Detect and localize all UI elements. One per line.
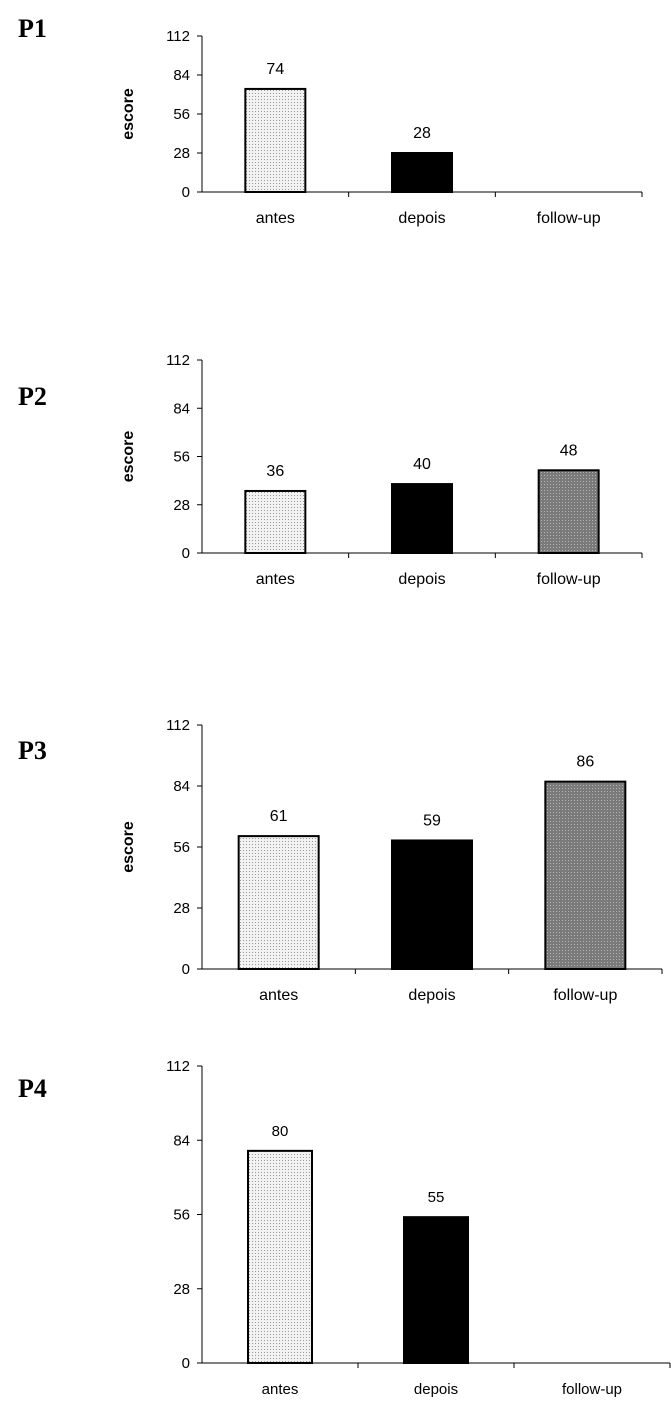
- bar-antes: [244, 489, 307, 554]
- y-tick-label: 84: [173, 1132, 190, 1149]
- y-tick-label: 84: [173, 778, 190, 795]
- data-label: 40: [413, 456, 431, 473]
- x-category-label: antes: [256, 210, 295, 227]
- data-label: 55: [428, 1189, 445, 1206]
- data-label: 80: [272, 1123, 289, 1140]
- y-axis-title: escore: [120, 821, 137, 873]
- x-category-label: follow-up: [553, 987, 617, 1004]
- bar-depois: [391, 152, 453, 193]
- x-category-label: depois: [398, 571, 445, 588]
- bar-antes: [247, 1149, 313, 1364]
- y-tick-label: 112: [166, 1058, 190, 1075]
- y-tick-label: 56: [173, 449, 190, 466]
- y-tick-label: 112: [166, 717, 190, 734]
- bar-antes: [237, 835, 320, 970]
- x-category-label: follow-up: [537, 210, 601, 227]
- bar-chart-p4: 0 28 56 84 112 80 antes 55 depois follow-up: [166, 1058, 671, 1398]
- data-label: 86: [576, 754, 594, 771]
- data-label: 36: [266, 463, 284, 480]
- bar-follow-up: [537, 469, 600, 555]
- y-tick-label: 84: [173, 400, 190, 417]
- panel-label-p3: P3: [18, 736, 47, 765]
- y-tick-label: 28: [173, 900, 190, 917]
- panel-label-p4: P4: [18, 1074, 47, 1103]
- panel-label-p1: P1: [18, 14, 47, 43]
- data-label: 74: [266, 61, 284, 78]
- x-category-label: depois: [414, 1381, 458, 1398]
- x-category-label: antes: [259, 987, 298, 1004]
- x-category-label: antes: [262, 1381, 299, 1398]
- bar-depois: [391, 839, 473, 970]
- y-tick-label: 112: [166, 352, 190, 369]
- y-tick-label: 28: [173, 1281, 190, 1298]
- y-tick-label: 0: [182, 545, 190, 562]
- data-label: 61: [270, 808, 288, 825]
- bar-chart-p1: 0 28 56 84 112 74 antes 28 depois follow-up escore: [120, 28, 643, 227]
- bar-depois: [403, 1216, 469, 1364]
- y-tick-label: 56: [173, 839, 190, 856]
- x-category-label: follow-up: [537, 571, 601, 588]
- data-label: 28: [413, 125, 431, 142]
- y-tick-label: 0: [182, 184, 190, 201]
- y-tick-label: 28: [173, 145, 190, 162]
- y-tick-label: 56: [173, 1207, 190, 1224]
- y-tick-label: 0: [182, 1355, 190, 1372]
- y-tick-label: 56: [173, 106, 190, 123]
- bar-antes: [244, 87, 307, 193]
- bar-chart-p3: 0 28 56 84 112 61 antes 59 depois 86 follow-up esco…: [120, 717, 663, 1004]
- x-category-label: depois: [398, 210, 445, 227]
- x-category-label: depois: [408, 987, 455, 1004]
- y-axis-title: escore: [120, 88, 137, 140]
- panel-label-p2: P2: [18, 382, 47, 411]
- x-category-label: antes: [256, 571, 295, 588]
- y-axis-title: escore: [120, 431, 137, 483]
- y-tick-label: 28: [173, 497, 190, 514]
- y-tick-label: 0: [182, 961, 190, 978]
- bar-depois: [391, 483, 453, 554]
- bar-follow-up: [544, 780, 627, 971]
- y-tick-label: 84: [173, 67, 190, 84]
- y-tick-label: 112: [166, 28, 190, 45]
- data-label: 48: [560, 442, 578, 459]
- data-label: 59: [423, 812, 441, 829]
- x-category-label: follow-up: [562, 1381, 622, 1398]
- bar-chart-p2: 0 28 56 84 112 36 antes 40 depois 48 follow-up esco…: [120, 352, 643, 588]
